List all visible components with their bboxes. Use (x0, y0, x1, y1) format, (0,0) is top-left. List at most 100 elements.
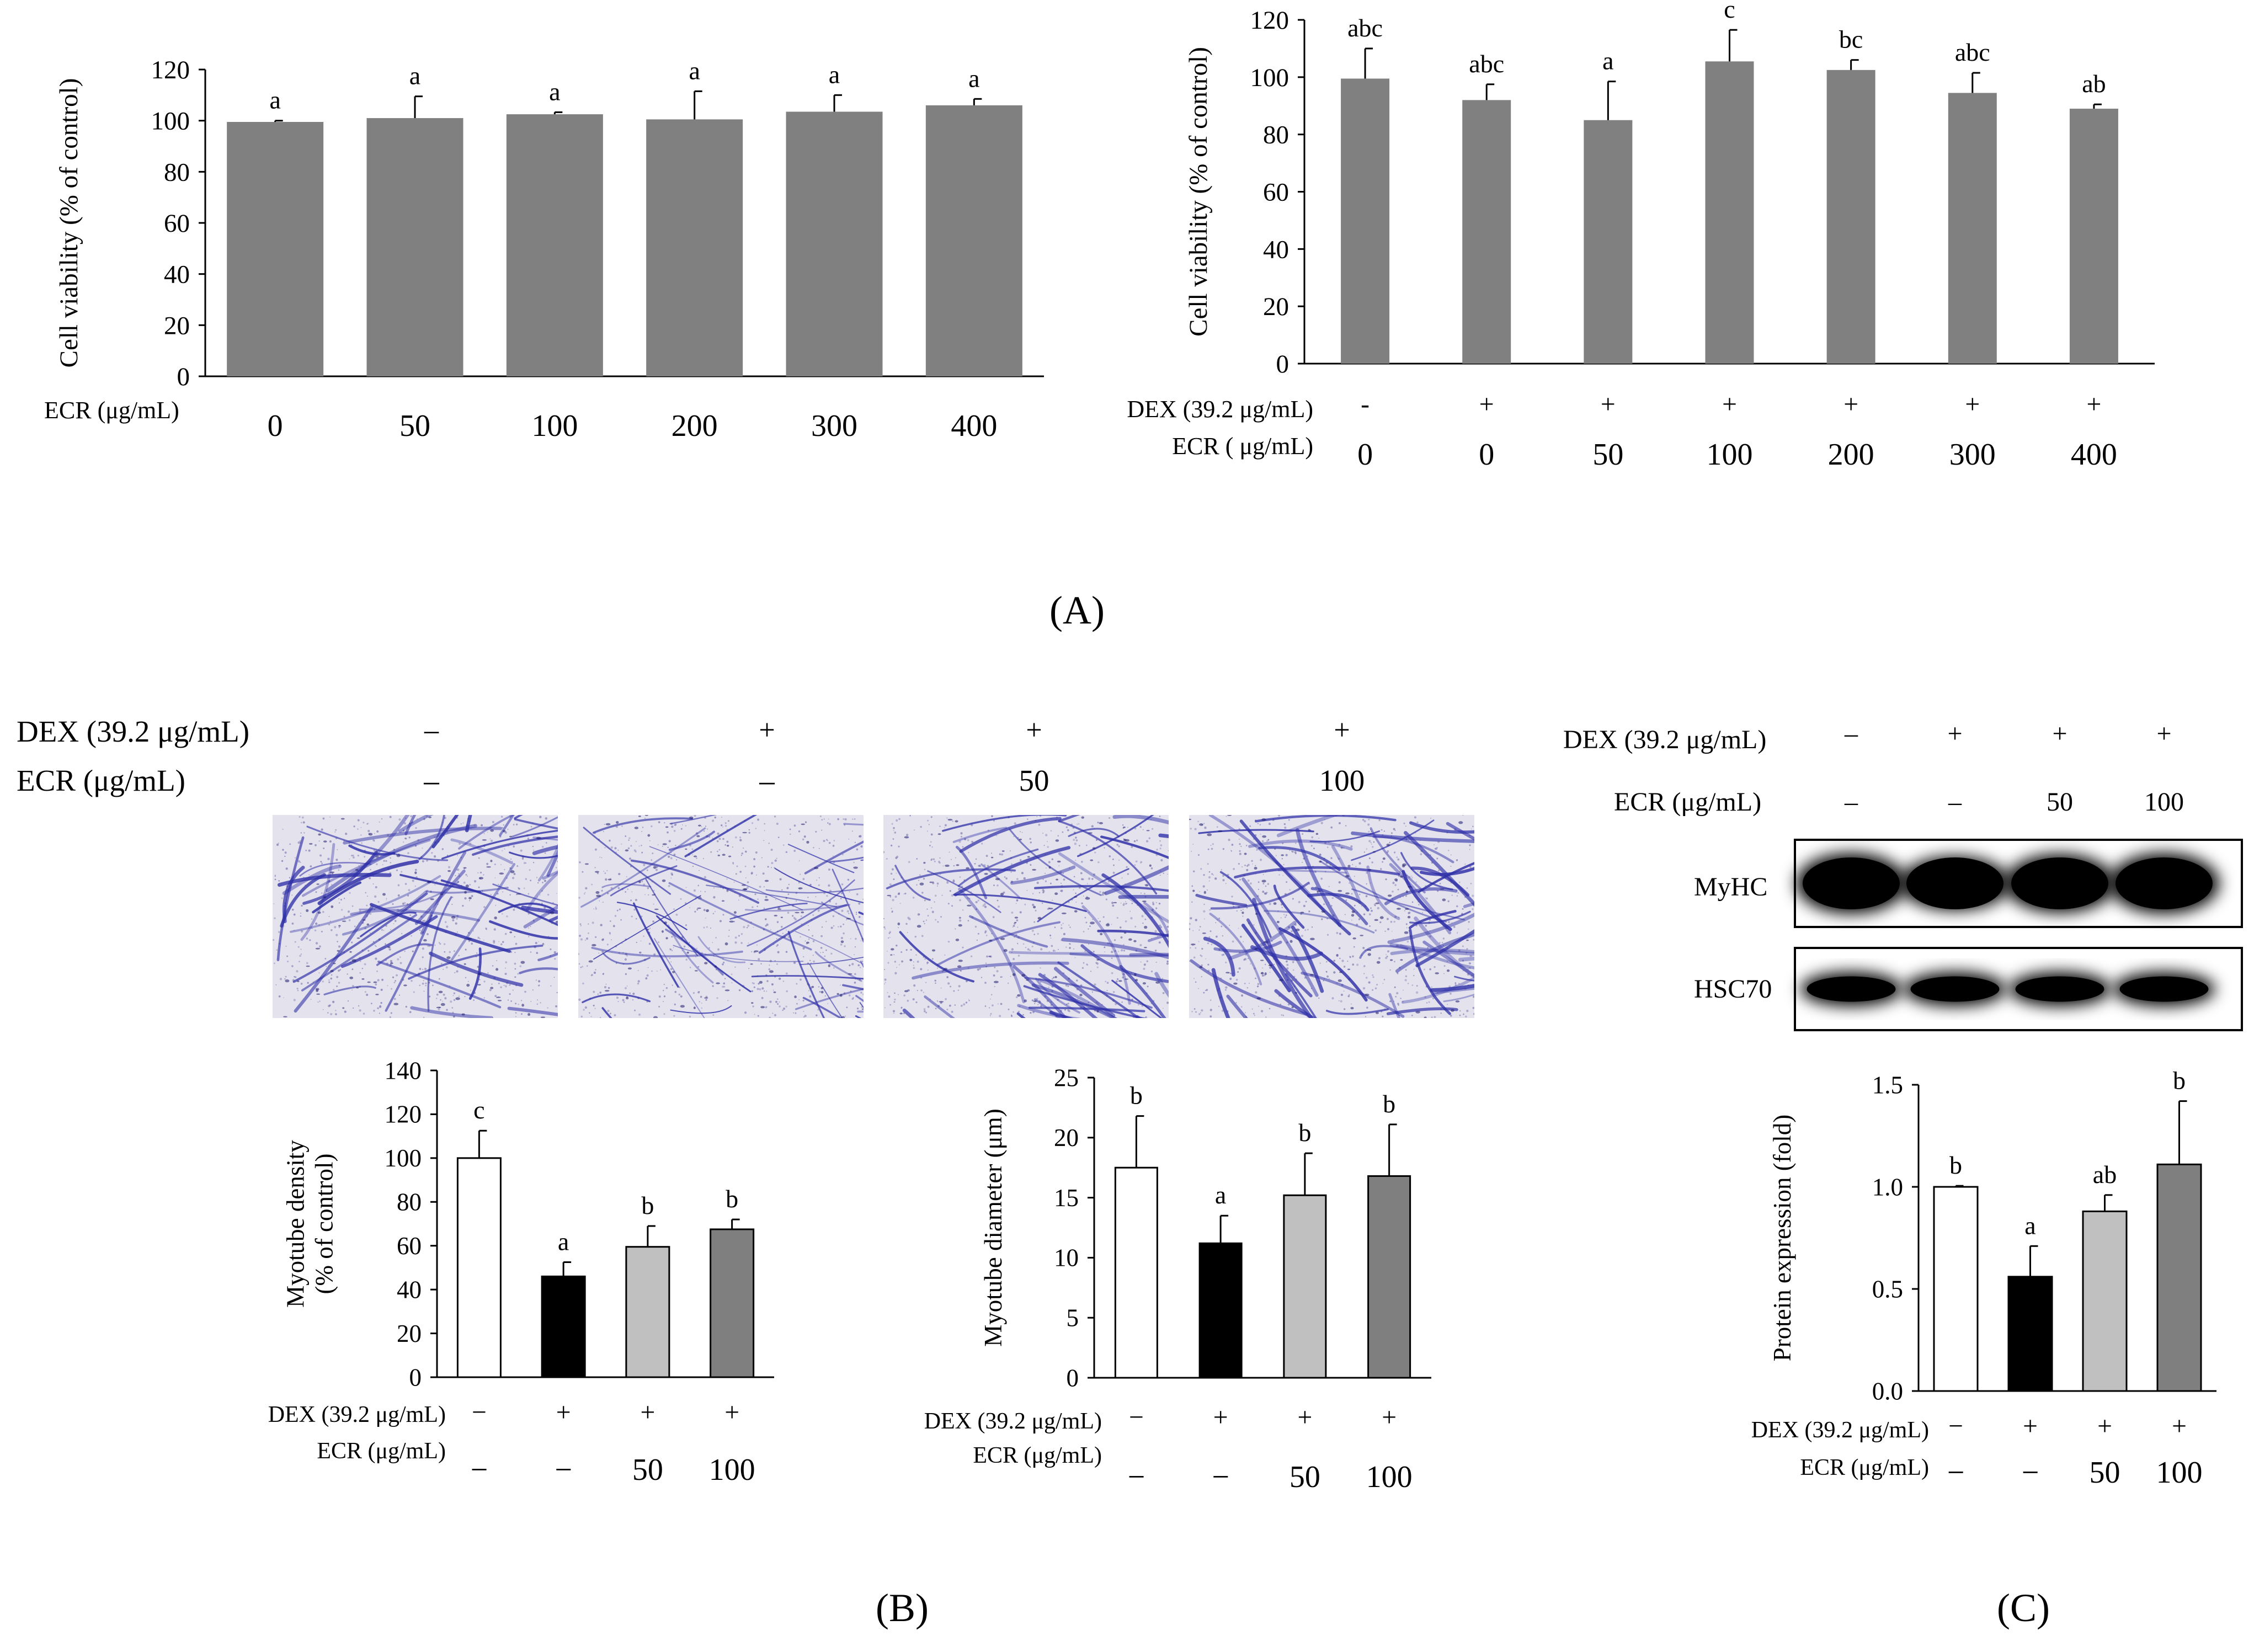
nucleus (1439, 888, 1445, 890)
cell-speckle (600, 1017, 601, 1018)
x-tick-label: − (2022, 1456, 2039, 1490)
cell-speckle (601, 889, 603, 892)
cell-speckle (932, 858, 935, 861)
cell-speckle (856, 913, 857, 915)
nucleus (1032, 868, 1036, 871)
nucleus (904, 836, 909, 839)
cell-speckle (345, 833, 348, 835)
bar (227, 121, 324, 376)
cell-speckle (589, 1012, 590, 1014)
myotube-fiber (1295, 828, 1342, 927)
cell-speckle (547, 1007, 548, 1009)
nucleus (1026, 979, 1029, 981)
cell-speckle (713, 896, 716, 899)
cell-speckle (1159, 840, 1161, 842)
cell-speckle (854, 982, 856, 984)
cell-speckle (583, 893, 585, 895)
cell-speckle (1207, 942, 1209, 945)
cell-speckle (1437, 992, 1438, 994)
myotube-fiber (1226, 994, 1248, 1018)
nucleus (1264, 972, 1267, 976)
cell-speckle (1198, 929, 1200, 931)
cell-speckle (1013, 1011, 1014, 1013)
cell-speckle (774, 1014, 777, 1016)
myotube-fiber (592, 817, 694, 834)
myotube-fiber (1069, 952, 1169, 958)
cell-speckle (1442, 937, 1445, 940)
cell-speckle (1166, 925, 1169, 928)
cell-speckle (1221, 953, 1224, 956)
cell-speckle (1280, 917, 1282, 919)
significance-letter: a (269, 86, 280, 114)
cell-speckle (931, 858, 933, 860)
cell-speckle (951, 1010, 953, 1013)
cell-speckle (786, 990, 788, 993)
cell-speckle (1106, 990, 1108, 992)
cell-speckle (1469, 866, 1472, 868)
nucleus (716, 982, 720, 984)
cell-speckle (528, 936, 530, 937)
cell-speckle (481, 824, 483, 827)
cell-speckle (732, 862, 734, 864)
x-tick-label: − (1947, 1456, 1965, 1490)
cell-speckle (771, 983, 774, 986)
cell-speckle (975, 858, 977, 860)
cell-speckle (946, 976, 949, 978)
cell-speckle (1458, 983, 1460, 984)
cell-speckle (556, 893, 557, 894)
cell-speckle (1088, 877, 1091, 880)
cell-speckle (1447, 1004, 1448, 1005)
nucleus (653, 866, 657, 869)
cell-speckle (323, 847, 325, 849)
cell-speckle (648, 894, 649, 896)
cell-speckle (770, 849, 773, 851)
cell-speckle (546, 842, 547, 844)
cell-speckle (1212, 843, 1214, 845)
myotube-fiber (441, 829, 558, 860)
cell-speckle (379, 1005, 381, 1007)
cell-speckle (273, 939, 275, 941)
nucleus (316, 989, 319, 992)
cell-speckle (740, 933, 743, 935)
cell-speckle (594, 936, 597, 938)
cell-speckle (1382, 861, 1384, 863)
nucleus (1241, 912, 1244, 914)
cell-speckle (920, 989, 923, 992)
cell-speckle (1168, 920, 1169, 922)
cell-speckle (928, 824, 930, 825)
cell-speckle (1240, 845, 1242, 848)
cell-speckle (423, 1016, 425, 1018)
cell-speckle (1145, 840, 1149, 843)
cell-speckle (443, 943, 446, 945)
cell-speckle (504, 973, 507, 976)
cell-speckle (1062, 831, 1064, 833)
cell-speckle (766, 980, 769, 982)
cell-speckle (1291, 850, 1293, 852)
cell-speckle (311, 928, 313, 929)
cell-speckle (670, 961, 672, 963)
cell-speckle (1054, 926, 1056, 929)
cell-speckle (381, 818, 383, 820)
cell-speckle (321, 862, 323, 865)
cell-speckle (746, 886, 749, 889)
cell-speckle (815, 896, 817, 898)
cell-speckle (927, 969, 929, 971)
cell-speckle (1298, 900, 1301, 903)
cell-speckle (993, 974, 995, 977)
cell-speckle (1111, 924, 1112, 925)
cell-speckle (968, 851, 969, 854)
cell-speckle (1403, 822, 1405, 824)
cell-speckle (832, 845, 835, 847)
cell-speckle (451, 904, 453, 905)
nucleus (1128, 938, 1132, 941)
cell-speckle (718, 849, 721, 851)
cell-speckle (741, 852, 744, 855)
cell-speckle (1333, 960, 1336, 962)
cell-speckle (347, 910, 350, 913)
cell-speckle (494, 995, 497, 998)
nucleus (638, 881, 641, 883)
cell-speckle (1077, 998, 1079, 999)
cell-speckle (1397, 1003, 1399, 1005)
nucleus (1338, 979, 1342, 982)
